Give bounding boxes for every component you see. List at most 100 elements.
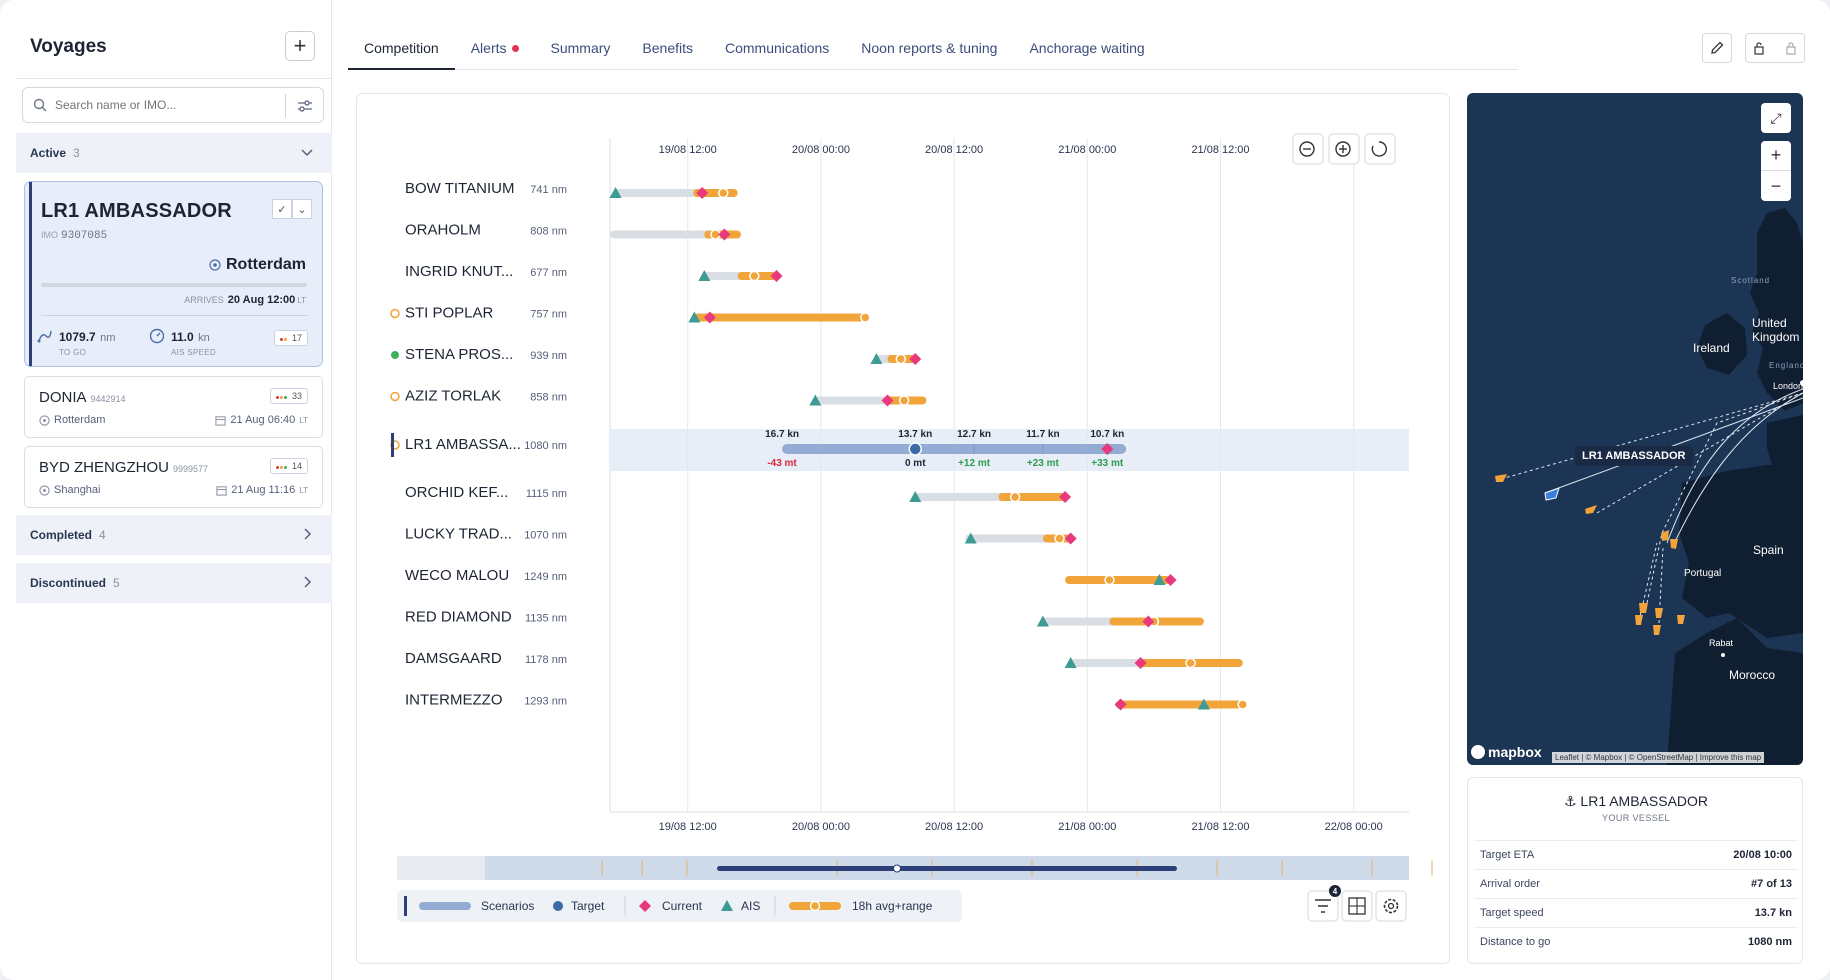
vessel-row-distance: 1249 nm	[524, 571, 567, 583]
tick-label-top: 20/08 00:00	[792, 144, 850, 156]
zoom-out-icon	[1299, 141, 1315, 157]
route-range-bar	[965, 534, 1066, 543]
tab-alerts[interactable]: Alerts	[455, 28, 535, 70]
info-value: 1080 nm	[1747, 936, 1792, 948]
scenario-bar	[782, 444, 1127, 454]
edit-button[interactable]	[1702, 33, 1732, 63]
map-zoom-in-button[interactable]: +	[1761, 141, 1791, 171]
route-line	[1646, 392, 1803, 604]
info-value: #7 of 13	[1751, 878, 1792, 890]
tab-communications[interactable]: Communications	[709, 28, 845, 70]
voyage-card[interactable]: DONIA 9442914 33 Rotterdam 21 Aug 06:40 LT	[24, 376, 323, 438]
vessel-row-name: AZIZ TORLAK	[405, 388, 501, 405]
vessel-row-distance: 1293 nm	[524, 696, 567, 708]
legend-scenarios-swatch	[419, 902, 471, 910]
add-voyage-button[interactable]: +	[285, 31, 315, 61]
target-marker	[898, 395, 910, 406]
plus-icon: +	[293, 33, 307, 58]
lock-toggle[interactable]	[1745, 33, 1805, 63]
arrives-label: ARRIVES	[184, 295, 224, 305]
legend-ais-label: AIS	[741, 899, 760, 913]
arrival-time: ARRIVES 20 Aug 12:00 LT	[184, 294, 306, 306]
target-marker	[717, 187, 729, 199]
check-button[interactable]: ✓	[272, 199, 292, 219]
speedometer-icon	[149, 328, 165, 344]
scenario-delta-label: 0 mt	[905, 458, 926, 469]
status-badge: 14	[269, 458, 308, 474]
competition-timeline: 19/08 12:00 19/08 12:00 20/08 00:00 20/08 0…	[390, 133, 1433, 922]
map-attribution[interactable]: Leaflet | © Mapbox | © OpenStreetMap | I…	[1552, 752, 1765, 763]
current-marker	[770, 270, 783, 282]
zoom-in-icon	[1335, 141, 1351, 157]
group-completed[interactable]: Completed 4	[16, 515, 332, 555]
scenario-speed-label: 12.7 kn	[957, 429, 991, 440]
badge-count: 17	[291, 333, 302, 343]
group-active[interactable]: Active 3	[16, 133, 332, 173]
info-label: Arrival order	[1480, 878, 1540, 890]
route-line	[1666, 388, 1803, 544]
scenario-delta-label: +33 mt	[1091, 458, 1124, 469]
anchor-icon: ⚓	[1563, 793, 1577, 809]
avg-range-bar	[998, 493, 1066, 501]
speed-label: AIS SPEED	[171, 348, 216, 357]
settings-button[interactable]	[1375, 890, 1407, 922]
vessel-row-distance: 808 nm	[530, 226, 567, 238]
route-line	[1596, 392, 1803, 514]
map-view[interactable]: LR1 AMBASSADOR Scotland United Kingdom I…	[1467, 93, 1803, 765]
filter-settings-button[interactable]	[285, 94, 323, 118]
vessel-marker	[1670, 539, 1678, 549]
tab-summary[interactable]: Summary	[535, 28, 627, 70]
calendar-icon	[215, 415, 226, 426]
vessel-imo: IMO 9307085	[41, 230, 107, 242]
map-zoom-out-button[interactable]: −	[1761, 171, 1791, 201]
plus-icon: +	[1770, 145, 1782, 165]
tab-benefits[interactable]: Benefits	[626, 28, 709, 70]
vessel-row-name: RED DIAMOND	[405, 609, 512, 626]
speed-value: 11.0	[171, 330, 194, 344]
sidebar: Voyages + Active 3 LR1 AMBASSADOR ✓ ⌄ IMO…	[0, 0, 332, 980]
timezone-label: LT	[299, 415, 308, 425]
legend-ais-swatch	[721, 900, 733, 911]
route-icon	[37, 330, 52, 343]
location-pin-icon	[39, 484, 50, 496]
avg-range-bar	[1065, 576, 1171, 584]
map-fullscreen-button[interactable]: ⤢	[1761, 103, 1791, 133]
vessel-marker	[1677, 615, 1685, 624]
ais-marker	[1036, 615, 1049, 627]
land-france	[1767, 415, 1803, 465]
group-count: 5	[113, 576, 120, 590]
current-marker	[696, 187, 709, 199]
scenario-speed-label: 13.7 kn	[898, 429, 932, 440]
tick-label-top: 21/08 12:00	[1191, 144, 1249, 156]
selected-voyage-card[interactable]: LR1 AMBASSADOR ✓ ⌄ IMO 9307085 Rotterdam …	[24, 181, 323, 367]
info-label: Target speed	[1480, 907, 1544, 919]
unlock-icon	[1754, 42, 1764, 55]
tab-competition[interactable]: Competition	[348, 28, 455, 70]
search-box	[22, 87, 324, 123]
expand-icon: ⤢	[1770, 109, 1782, 126]
range-handle[interactable]	[893, 864, 901, 873]
search-input[interactable]	[55, 98, 275, 112]
reset-zoom-button[interactable]	[1364, 133, 1396, 165]
group-discontinued[interactable]: Discontinued 5	[16, 563, 332, 603]
destination-port: Rotterdam	[39, 414, 105, 426]
vessel-imo: 9442914	[90, 394, 126, 404]
status-badge: 33	[269, 388, 308, 404]
land-morocco	[1667, 618, 1803, 765]
voyage-card[interactable]: BYD ZHENGZHOU 9999577 14 Shanghai 21 Aug …	[24, 446, 323, 508]
vessel-row-name: WECO MALOU	[405, 567, 509, 584]
vessel-marker	[1655, 608, 1663, 618]
voyage-progress-bar	[41, 283, 307, 287]
vessel-name-text: DONIA	[39, 389, 87, 406]
land-iberia	[1679, 465, 1803, 638]
tab-noon-reports[interactable]: Noon reports & tuning	[845, 28, 1013, 70]
vessel-row-distance: 741 nm	[530, 184, 567, 196]
time-range-selection[interactable]	[717, 866, 1177, 871]
info-row-target-speed: Target speed 13.7 kn	[1474, 898, 1798, 927]
map-label-rabat: Rabat	[1709, 638, 1734, 648]
card-actions: ✓ ⌄	[272, 199, 312, 219]
tab-anchorage-waiting[interactable]: Anchorage waiting	[1013, 28, 1160, 70]
info-vessel-name: LR1 AMBASSADOR	[1580, 793, 1709, 809]
land-britain	[1750, 208, 1803, 411]
expand-button[interactable]: ⌄	[292, 199, 312, 219]
